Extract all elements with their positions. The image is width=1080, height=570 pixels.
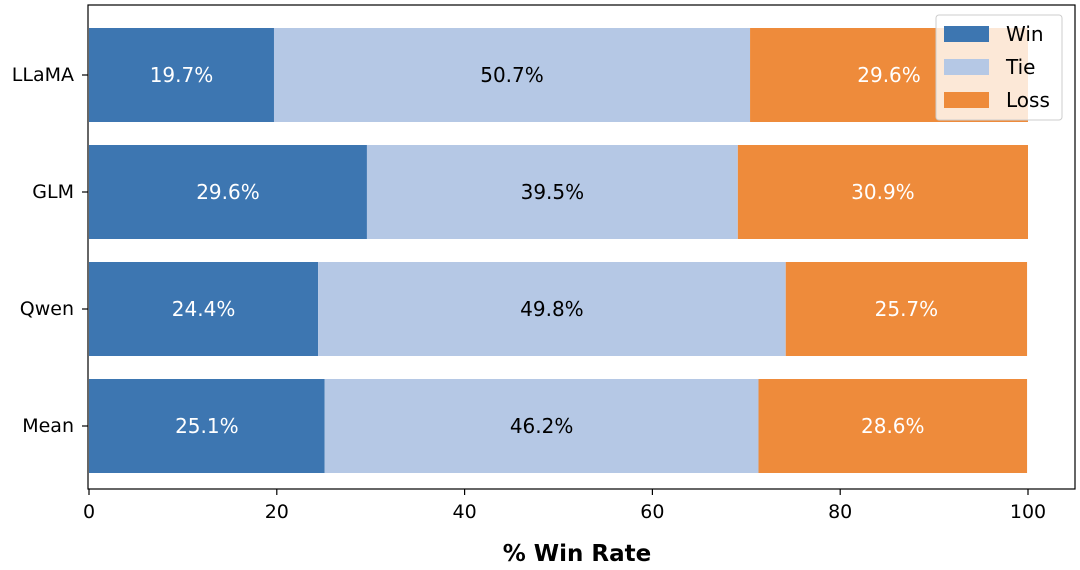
bar-loss-qwen bbox=[785, 262, 1028, 356]
bar-loss-glm bbox=[737, 145, 1028, 239]
x-tick-label: 40 bbox=[453, 501, 477, 523]
bar-tie-glm bbox=[366, 145, 738, 239]
bar-win-llama bbox=[89, 28, 274, 122]
bar-win-qwen bbox=[89, 262, 319, 356]
y-tick-label: LLaMA bbox=[12, 64, 74, 86]
x-tick-label: 80 bbox=[828, 501, 852, 523]
bar-label-tie-qwen: 49.8% bbox=[520, 297, 584, 321]
bar-tie-mean bbox=[324, 379, 759, 473]
legend-label-loss: Loss bbox=[1006, 88, 1050, 112]
y-tick-label: GLM bbox=[32, 181, 74, 203]
legend-label-tie: Tie bbox=[1005, 55, 1035, 79]
bar-tie-qwen bbox=[318, 262, 786, 356]
bar-loss-mean bbox=[758, 379, 1028, 473]
plot-frame bbox=[87, 4, 1076, 490]
bar-label-win-llama: 19.7% bbox=[150, 63, 214, 87]
y-tick-label: Qwen bbox=[20, 298, 74, 320]
legend-swatch-tie bbox=[944, 59, 989, 75]
bar-label-loss-llama: 29.6% bbox=[857, 63, 921, 87]
bar-label-win-glm: 29.6% bbox=[196, 180, 260, 204]
bar-label-loss-mean: 28.6% bbox=[861, 414, 925, 438]
legend: Win Tie Loss bbox=[935, 14, 1063, 121]
bar-win-mean bbox=[89, 379, 325, 473]
legend-label-win: Win bbox=[1006, 22, 1044, 46]
legend-swatch-win bbox=[944, 26, 989, 42]
bar-label-tie-llama: 50.7% bbox=[480, 63, 544, 87]
bar-win-glm bbox=[89, 145, 367, 239]
x-tick-label: 0 bbox=[83, 501, 95, 523]
bar-label-loss-glm: 30.9% bbox=[851, 180, 915, 204]
x-axis: 0 20 40 60 80 100 bbox=[83, 489, 1046, 523]
x-tick-label: 20 bbox=[265, 501, 289, 523]
y-axis: LLaMA GLM Qwen Mean bbox=[12, 64, 88, 437]
bar-labels-layer: 19.7% 50.7% 29.6% 29.6% 39.5% 30.9% 24.4% 49.8%… bbox=[150, 63, 938, 438]
x-axis-title: % Win Rate bbox=[503, 541, 652, 567]
x-tick-label: 100 bbox=[1010, 501, 1046, 523]
y-tick-label: Mean bbox=[22, 415, 74, 437]
bar-label-tie-glm: 39.5% bbox=[521, 180, 585, 204]
bar-label-win-mean: 25.1% bbox=[175, 414, 239, 438]
bar-tie-llama bbox=[273, 28, 751, 122]
x-tick-label: 60 bbox=[640, 501, 664, 523]
bar-label-win-qwen: 24.4% bbox=[172, 297, 236, 321]
bar-label-tie-mean: 46.2% bbox=[510, 414, 574, 438]
bars-layer bbox=[89, 28, 1028, 473]
legend-swatch-loss bbox=[944, 92, 989, 108]
bar-label-loss-qwen: 25.7% bbox=[875, 297, 939, 321]
